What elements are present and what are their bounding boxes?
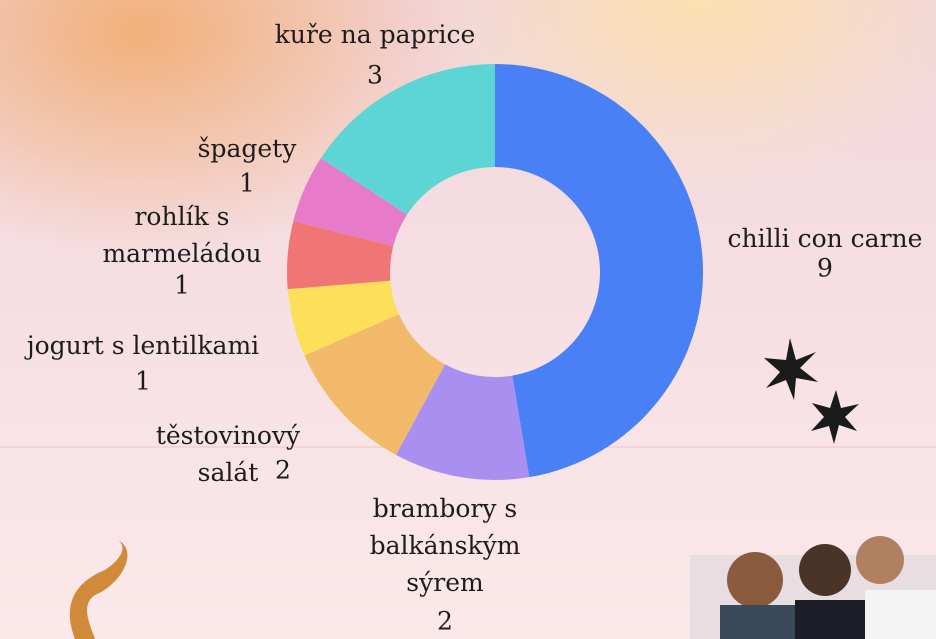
- slice-value: 2: [275, 456, 291, 485]
- slice-value: 1: [239, 169, 255, 198]
- page: {"chart_data": {"type": "donut", "catego…: [0, 0, 936, 639]
- slice-value: 9: [817, 254, 833, 283]
- slice-value: 1: [135, 367, 151, 396]
- slice-label: jogurt s lentilkami: [24, 331, 259, 360]
- slice-label: kuře na paprice: [275, 20, 476, 49]
- slice-label: chilli con carne: [728, 224, 923, 253]
- slice-value: 2: [437, 607, 453, 636]
- slice-value: 3: [367, 61, 383, 90]
- slice-value: 1: [174, 271, 190, 300]
- slice-label: špagety: [198, 134, 298, 163]
- chart: chilli con carne9brambory sbalkánskýmsýr…: [0, 0, 936, 639]
